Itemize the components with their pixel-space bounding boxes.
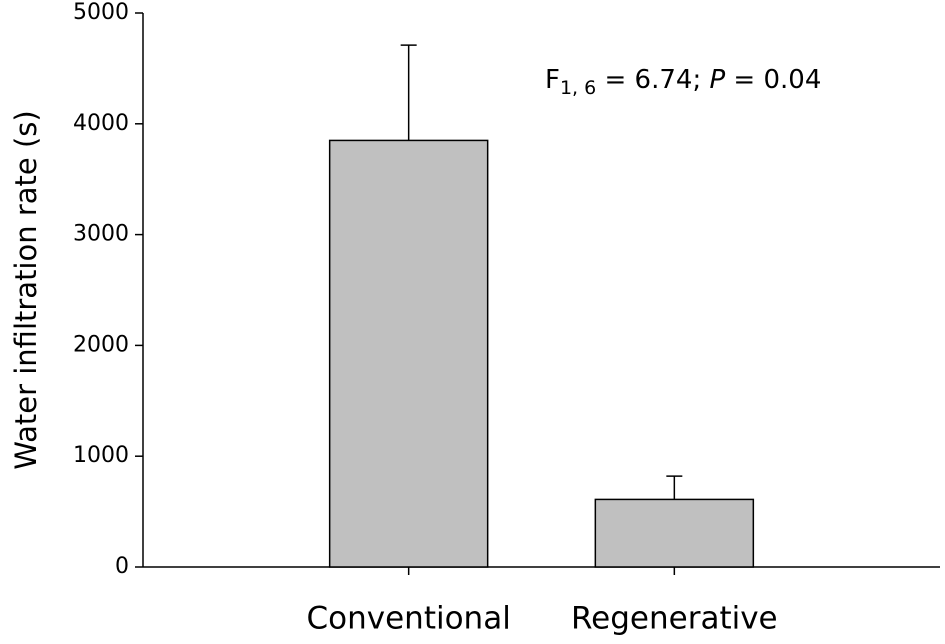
annotation-statistic: = 6.74;	[596, 65, 709, 95]
annotation: F1, 6 = 6.74; P = 0.04	[545, 65, 821, 99]
x-tick-label: Conventional	[307, 601, 511, 637]
annotation-p-value: = 0.04	[725, 65, 821, 95]
y-tick-label: 2000	[73, 332, 129, 357]
y-tick-label: 5000	[73, 0, 129, 25]
annotation-f: F	[545, 65, 560, 95]
y-tick-label: 1000	[73, 443, 129, 468]
y-tick-label: 0	[115, 554, 129, 579]
bar	[328, 139, 489, 568]
annotation-subscript: 1, 6	[560, 77, 596, 99]
y-tick-label: 3000	[73, 222, 129, 247]
y-axis-label: Water infiltration rate (s)	[9, 110, 43, 469]
bar	[594, 498, 755, 568]
x-tick-label: Regenerative	[571, 601, 778, 637]
annotation-p: P	[709, 65, 725, 95]
y-tick-label: 4000	[73, 111, 129, 136]
